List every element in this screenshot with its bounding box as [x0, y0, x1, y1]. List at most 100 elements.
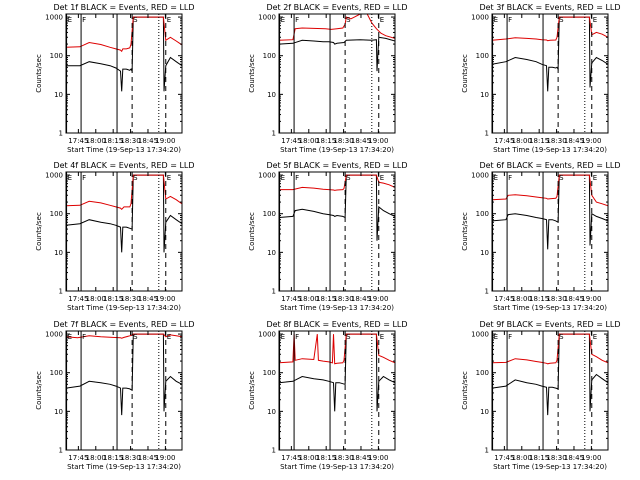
- x-tick-label: 18:45: [564, 454, 584, 462]
- y-tick-label: 10: [267, 408, 276, 416]
- plot-frame: [278, 330, 396, 451]
- x-tick-label: 18:45: [138, 137, 158, 145]
- panel-title: Det 2f BLACK = Events, RED = LLD: [266, 3, 407, 12]
- y-axis-label: Counts/sec: [248, 54, 256, 93]
- y-tick-label: 100: [476, 210, 489, 218]
- marker-label: F: [508, 333, 512, 341]
- y-tick-label: 1: [59, 288, 63, 296]
- x-tick-label: 19:00: [368, 454, 388, 462]
- x-tick-label: 18:45: [138, 454, 158, 462]
- marker-label: F: [82, 16, 86, 24]
- marker-label: E: [593, 16, 597, 24]
- y-tick-label: 1: [272, 130, 276, 138]
- x-tick-label: 18:15: [529, 295, 549, 303]
- panel-det-7: Det 7f BLACK = Events, RED = LLD E F S E 1 10 1…: [35, 320, 195, 471]
- series-line-events: [66, 333, 182, 416]
- panel-det-8: Det 8f BLACK = Events, RED = LLD E F S E 1 10 1…: [248, 320, 408, 471]
- marker-label: F: [295, 333, 299, 341]
- y-tick-label: 10: [267, 249, 276, 257]
- marker-label: S: [559, 174, 564, 182]
- x-tick-label: 19:00: [368, 295, 388, 303]
- marker-label: E: [494, 174, 498, 182]
- marker-label: S: [346, 174, 351, 182]
- marker-label: S: [346, 333, 351, 341]
- y-tick-label: 10: [54, 408, 63, 416]
- x-tick-label: 18:00: [86, 137, 106, 145]
- plot-frame: [491, 171, 609, 292]
- x-tick-label: 18:15: [316, 454, 336, 462]
- y-axis-label: Counts/sec: [461, 212, 469, 251]
- x-tick-label: 18:45: [138, 295, 158, 303]
- x-tick-label: 19:00: [581, 295, 601, 303]
- y-tick-label: 10: [54, 249, 63, 257]
- marker-label: F: [82, 174, 86, 182]
- y-axis-label: Counts/sec: [35, 371, 43, 410]
- panel-det-4: Det 4f BLACK = Events, RED = LLD E F S E 1 10 1…: [35, 161, 195, 312]
- x-tick-label: 17:45: [494, 295, 514, 303]
- marker-label: E: [494, 333, 498, 341]
- marker-label: S: [559, 333, 564, 341]
- x-tick-label: 18:15: [529, 454, 549, 462]
- x-tick-label: 17:45: [281, 137, 301, 145]
- marker-label: F: [508, 174, 512, 182]
- x-axis-label: Start Time (19-Sep-13 17:34:20): [280, 304, 394, 312]
- y-tick-label: 1000: [471, 331, 489, 339]
- x-tick-label: 18:30: [546, 137, 566, 145]
- plot-frame: [278, 171, 396, 292]
- y-axis-label: Counts/sec: [35, 54, 43, 93]
- x-tick-label: 18:00: [512, 454, 532, 462]
- panel-det-5: Det 5f BLACK = Events, RED = LLD E F S E 1 10 1…: [248, 161, 408, 312]
- series-line-events: [279, 333, 395, 412]
- x-tick-label: 18:45: [351, 454, 371, 462]
- x-tick-label: 19:00: [581, 454, 601, 462]
- y-tick-label: 1: [59, 447, 63, 455]
- x-tick-label: 17:45: [281, 295, 301, 303]
- x-tick-label: 18:45: [564, 295, 584, 303]
- y-axis-label: Counts/sec: [248, 371, 256, 410]
- series-line-events: [279, 36, 395, 72]
- plot-frame: [65, 330, 183, 451]
- y-tick-label: 1: [485, 130, 489, 138]
- x-axis-label: Start Time (19-Sep-13 17:34:20): [493, 463, 607, 471]
- series-line-lld: [492, 16, 608, 42]
- x-tick-label: 19:00: [368, 137, 388, 145]
- plot-frame: [65, 13, 183, 134]
- y-tick-label: 100: [476, 369, 489, 377]
- series-line-lld: [279, 174, 395, 191]
- series-line-lld: [492, 333, 608, 365]
- x-tick-label: 17:45: [494, 454, 514, 462]
- x-tick-label: 17:45: [68, 295, 88, 303]
- x-tick-label: 18:00: [299, 454, 319, 462]
- x-axis-label: Start Time (19-Sep-13 17:34:20): [493, 146, 607, 154]
- marker-label: E: [281, 174, 285, 182]
- x-tick-label: 18:15: [103, 454, 123, 462]
- series-line-lld: [66, 16, 182, 53]
- panel-det-9: Det 9f BLACK = Events, RED = LLD E F S E 1 10 1…: [461, 320, 621, 471]
- y-tick-label: 10: [267, 91, 276, 99]
- y-tick-label: 10: [480, 249, 489, 257]
- marker-label: F: [508, 16, 512, 24]
- y-tick-label: 100: [263, 52, 276, 60]
- marker-label: E: [494, 16, 498, 24]
- marker-label: E: [380, 333, 384, 341]
- marker-label: S: [133, 174, 138, 182]
- y-tick-label: 100: [476, 52, 489, 60]
- marker-label: S: [559, 16, 564, 24]
- panel-title: Det 3f BLACK = Events, RED = LLD: [479, 3, 620, 12]
- marker-label: E: [68, 16, 72, 24]
- marker-label: E: [593, 333, 597, 341]
- y-axis-label: Counts/sec: [461, 54, 469, 93]
- x-tick-label: 18:00: [299, 137, 319, 145]
- x-axis-label: Start Time (19-Sep-13 17:34:20): [67, 463, 181, 471]
- panel-title: Det 5f BLACK = Events, RED = LLD: [266, 161, 407, 170]
- marker-label: E: [593, 174, 597, 182]
- x-tick-label: 18:15: [316, 137, 336, 145]
- y-tick-label: 1: [272, 288, 276, 296]
